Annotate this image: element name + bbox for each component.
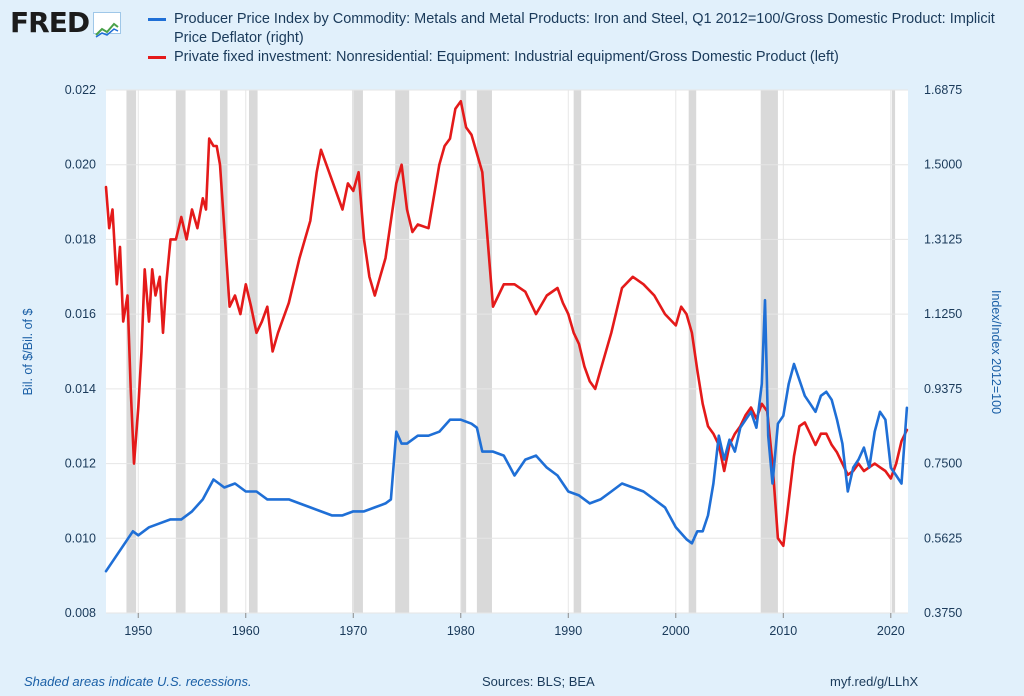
legend-label-investment: Private fixed investment: Nonresidential… — [174, 49, 839, 65]
short-link[interactable]: myf.red/g/LLhX — [830, 674, 919, 689]
x-tick-label: 1960 — [232, 624, 260, 638]
tick-labels: 0.008 0.010 0.012 0.014 0.016 0.018 0.020 0.022… — [65, 83, 963, 638]
y-right-tick-label: 0.9375 — [924, 382, 962, 396]
x-tick-label: 1950 — [124, 624, 152, 638]
legend-swatch-red — [148, 56, 166, 59]
recession-band-8 — [573, 90, 582, 613]
recession-band-5 — [395, 90, 410, 613]
recession-band-4 — [352, 90, 363, 613]
y-left-tick-label: 0.010 — [65, 531, 96, 545]
y-right-tick-label: 1.1250 — [924, 307, 962, 321]
y-right-tick-label: 0.7500 — [924, 457, 962, 471]
recession-note: Shaded areas indicate U.S. recessions. — [24, 674, 252, 689]
chart-legend: Producer Price Index by Commodity: Metal… — [148, 10, 1008, 67]
y-axis-right-title: Index/Index 2012=100 — [989, 290, 1003, 414]
recession-band-1 — [175, 90, 186, 613]
recession-band-0 — [126, 90, 137, 613]
recession-band-11 — [891, 90, 896, 613]
y-left-tick-label: 0.014 — [65, 382, 96, 396]
y-left-tick-label: 0.016 — [65, 307, 96, 321]
y-axis-left-title: Bil. of $/Bil. of $ — [21, 309, 35, 396]
x-tick-label: 1990 — [554, 624, 582, 638]
recession-band-7 — [476, 90, 492, 613]
fred-chart-logo-icon — [93, 11, 122, 38]
x-tick-label: 2020 — [877, 624, 905, 638]
legend-item-ppi[interactable]: Producer Price Index by Commodity: Metal… — [148, 10, 1008, 48]
y-left-tick-label: 0.018 — [65, 232, 96, 246]
y-left-tick-label: 0.008 — [65, 606, 96, 620]
legend-label-ppi: Producer Price Index by Commodity: Metal… — [174, 11, 995, 46]
legend-item-investment[interactable]: Private fixed investment: Nonresidential… — [148, 48, 1008, 67]
recession-band-9 — [688, 90, 697, 613]
recession-band-6 — [460, 90, 467, 613]
recession-band-3 — [248, 90, 258, 613]
x-tick-label: 2010 — [769, 624, 797, 638]
sources-text: Sources: BLS; BEA — [482, 674, 595, 689]
x-tick-label: 2000 — [662, 624, 690, 638]
recession-band-2 — [219, 90, 228, 613]
series-line-investment[interactable] — [104, 99, 909, 548]
y-left-tick-label: 0.012 — [65, 457, 96, 471]
y-right-tick-label: 0.3750 — [924, 606, 962, 620]
series-line-ppi[interactable] — [104, 298, 909, 573]
y-left-tick-label: 0.022 — [65, 83, 96, 97]
fred-logo[interactable]: FRED — [10, 6, 122, 39]
fred-logo-text: FRED — [10, 6, 90, 39]
x-tick-label: 1980 — [447, 624, 475, 638]
x-tick-label: 1970 — [339, 624, 367, 638]
legend-swatch-blue — [148, 18, 166, 21]
y-right-tick-label: 1.5000 — [924, 158, 962, 172]
y-left-tick-label: 0.020 — [65, 158, 96, 172]
recession-bands — [126, 90, 896, 613]
series-lines — [104, 99, 909, 573]
y-right-tick-label: 0.5625 — [924, 531, 962, 545]
y-right-tick-label: 1.6875 — [924, 83, 962, 97]
y-right-tick-label: 1.3125 — [924, 232, 962, 246]
